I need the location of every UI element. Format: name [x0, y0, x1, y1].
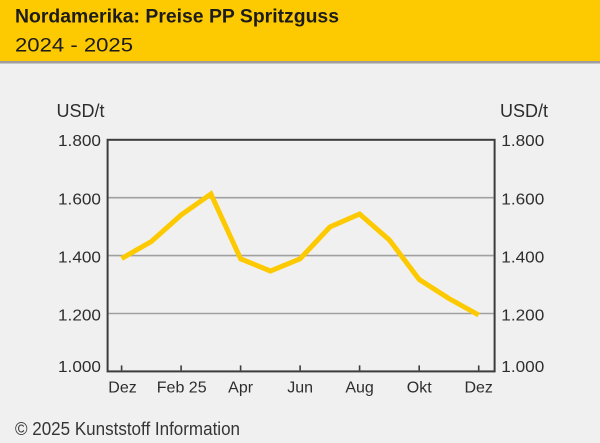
svg-text:1.800: 1.800 — [58, 133, 101, 150]
svg-text:1.000: 1.000 — [501, 359, 544, 376]
svg-text:© 2025 Kunststoff Information: © 2025 Kunststoff Information — [15, 419, 240, 439]
svg-text:Nordamerika: Preise PP Spritzg: Nordamerika: Preise PP Spritzguss — [15, 5, 339, 27]
svg-text:1.600: 1.600 — [58, 192, 101, 209]
svg-text:Apr: Apr — [228, 379, 254, 396]
svg-text:1.800: 1.800 — [501, 133, 544, 150]
svg-text:USD/t: USD/t — [500, 101, 548, 121]
svg-text:1.600: 1.600 — [501, 192, 544, 209]
svg-text:Dez: Dez — [108, 379, 136, 396]
svg-text:Jun: Jun — [287, 379, 313, 396]
svg-text:1.200: 1.200 — [58, 308, 101, 325]
svg-text:Feb 25: Feb 25 — [157, 379, 207, 396]
svg-text:Aug: Aug — [345, 379, 373, 396]
svg-text:1.200: 1.200 — [501, 308, 544, 325]
svg-text:USD/t: USD/t — [57, 101, 105, 121]
svg-text:Okt: Okt — [407, 379, 432, 396]
svg-text:1.000: 1.000 — [58, 359, 101, 376]
svg-text:1.400: 1.400 — [58, 250, 101, 267]
svg-text:2024 - 2025: 2024 - 2025 — [15, 34, 133, 56]
svg-text:Dez: Dez — [464, 379, 492, 396]
svg-text:1.400: 1.400 — [501, 250, 544, 267]
